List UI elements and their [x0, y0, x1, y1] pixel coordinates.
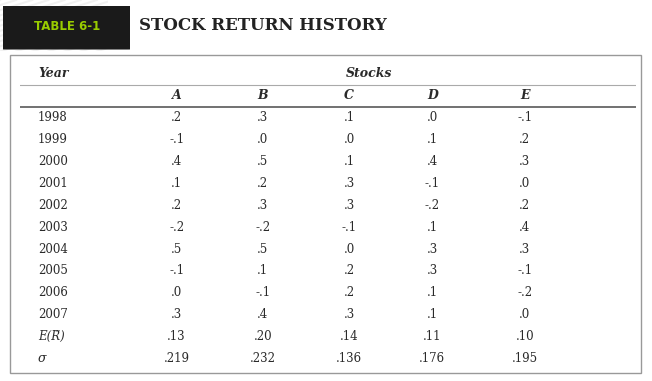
- Text: .3: .3: [519, 155, 531, 168]
- Text: .3: .3: [519, 243, 531, 256]
- Text: .0: .0: [258, 133, 269, 146]
- Text: -.1: -.1: [517, 111, 532, 124]
- Text: D: D: [427, 89, 437, 102]
- Text: .3: .3: [171, 308, 183, 321]
- Text: -.2: -.2: [517, 287, 532, 299]
- Text: .195: .195: [512, 352, 538, 365]
- Text: .10: .10: [516, 330, 534, 343]
- Text: 2002: 2002: [38, 199, 68, 212]
- Text: .0: .0: [427, 111, 438, 124]
- Text: .0: .0: [344, 243, 355, 256]
- Text: .1: .1: [258, 264, 269, 277]
- Text: .2: .2: [171, 199, 183, 212]
- Text: E(R̃): E(R̃): [38, 330, 65, 343]
- Text: C: C: [344, 89, 354, 102]
- Text: .3: .3: [427, 243, 438, 256]
- Text: .14: .14: [340, 330, 359, 343]
- Text: σ: σ: [38, 352, 46, 365]
- Text: .219: .219: [164, 352, 190, 365]
- Text: .2: .2: [171, 111, 183, 124]
- Text: .3: .3: [258, 111, 269, 124]
- Text: .5: .5: [258, 243, 269, 256]
- Text: .2: .2: [344, 264, 355, 277]
- Text: .0: .0: [344, 133, 355, 146]
- Text: 1999: 1999: [38, 133, 68, 146]
- Text: .0: .0: [519, 308, 531, 321]
- FancyBboxPatch shape: [0, 6, 138, 50]
- Text: -.1: -.1: [169, 133, 185, 146]
- Text: STOCK RETURN HISTORY: STOCK RETURN HISTORY: [139, 17, 387, 34]
- Text: TABLE 6-1: TABLE 6-1: [34, 20, 100, 33]
- Text: A: A: [171, 89, 181, 102]
- Text: -.1: -.1: [425, 177, 440, 190]
- Text: .1: .1: [171, 177, 183, 190]
- Text: -.1: -.1: [256, 287, 271, 299]
- Text: .3: .3: [344, 308, 355, 321]
- Text: 1998: 1998: [38, 111, 68, 124]
- Text: .3: .3: [344, 199, 355, 212]
- Text: .5: .5: [171, 243, 183, 256]
- Text: .0: .0: [519, 177, 531, 190]
- Text: B: B: [258, 89, 268, 102]
- Text: E: E: [520, 89, 529, 102]
- Text: -.2: -.2: [256, 221, 271, 234]
- Text: .3: .3: [258, 199, 269, 212]
- Text: .1: .1: [344, 155, 355, 168]
- Text: .2: .2: [344, 287, 355, 299]
- Text: .1: .1: [427, 287, 438, 299]
- Text: .13: .13: [168, 330, 186, 343]
- Text: -.2: -.2: [425, 199, 440, 212]
- Text: .1: .1: [427, 221, 438, 234]
- Text: .20: .20: [254, 330, 273, 343]
- Text: 2001: 2001: [38, 177, 68, 190]
- Text: 2005: 2005: [38, 264, 68, 277]
- Text: .2: .2: [519, 199, 530, 212]
- Text: 2006: 2006: [38, 287, 68, 299]
- Text: .11: .11: [423, 330, 441, 343]
- Text: .4: .4: [519, 221, 531, 234]
- Text: .232: .232: [250, 352, 276, 365]
- Text: .1: .1: [344, 111, 355, 124]
- Text: 2007: 2007: [38, 308, 68, 321]
- Text: .5: .5: [258, 155, 269, 168]
- Text: .1: .1: [427, 308, 438, 321]
- Text: 2004: 2004: [38, 243, 68, 256]
- Text: -.1: -.1: [169, 264, 185, 277]
- Text: .1: .1: [427, 133, 438, 146]
- Text: .4: .4: [171, 155, 183, 168]
- Text: .3: .3: [427, 264, 438, 277]
- Text: Stocks: Stocks: [346, 67, 393, 80]
- Text: Year: Year: [38, 67, 68, 80]
- Text: 2003: 2003: [38, 221, 68, 234]
- Text: .176: .176: [419, 352, 445, 365]
- Text: .136: .136: [336, 352, 363, 365]
- Text: -.1: -.1: [517, 264, 532, 277]
- Text: .2: .2: [258, 177, 269, 190]
- Text: -.1: -.1: [342, 221, 357, 234]
- Text: 2000: 2000: [38, 155, 68, 168]
- Text: .0: .0: [171, 287, 183, 299]
- Text: -.2: -.2: [169, 221, 185, 234]
- Text: .3: .3: [344, 177, 355, 190]
- Text: .4: .4: [427, 155, 438, 168]
- Text: .4: .4: [258, 308, 269, 321]
- Text: .2: .2: [519, 133, 530, 146]
